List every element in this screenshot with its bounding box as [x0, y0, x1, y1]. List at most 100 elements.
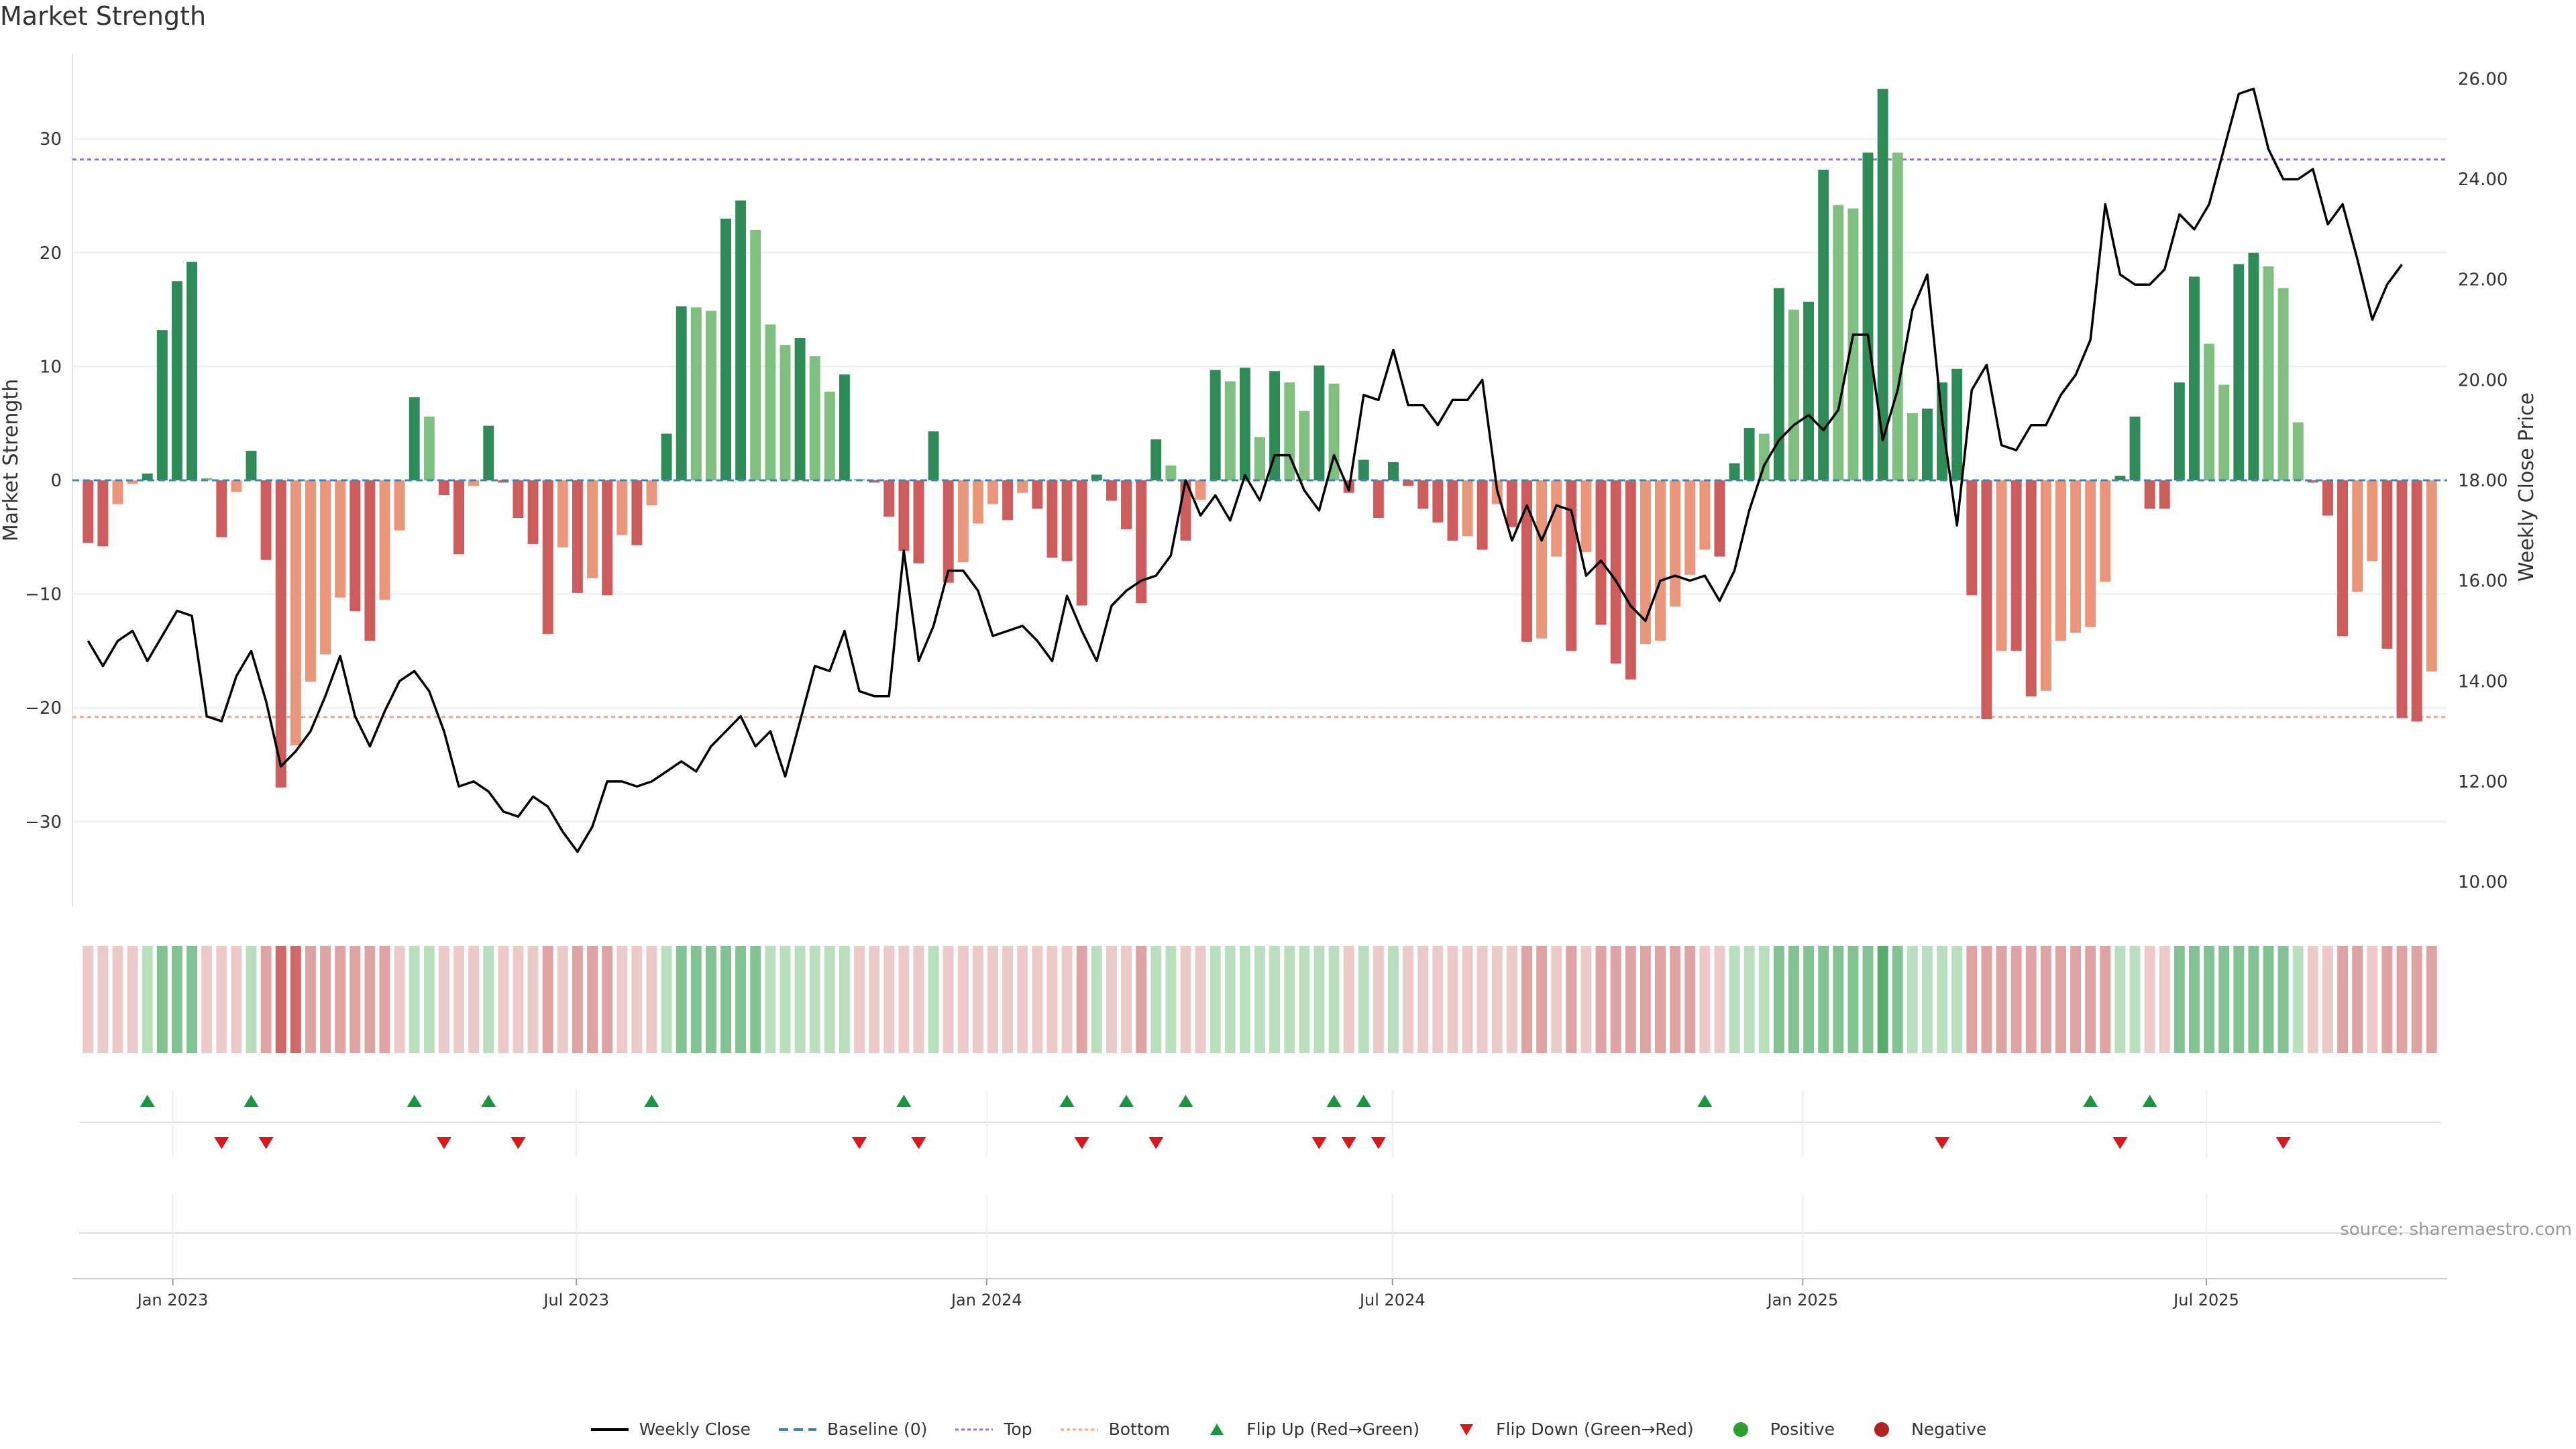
legend-swatch-dashed-line-icon — [779, 1428, 817, 1431]
strength-bar — [260, 480, 272, 560]
strength-bar — [453, 480, 464, 555]
state-band-cell — [854, 946, 865, 1053]
x-tick-label: Jul 2025 — [2172, 1291, 2239, 1309]
state-band-cell — [1684, 946, 1696, 1053]
state-band-cell — [2055, 946, 2066, 1053]
state-band-cell — [320, 946, 331, 1053]
strength-bar — [216, 480, 227, 537]
y2-axis-label: Weekly Close Price — [2515, 392, 2538, 582]
strength-bar — [1758, 433, 1770, 480]
strength-bar — [156, 330, 168, 480]
state-band-cell — [1477, 946, 1488, 1053]
strength-bar — [898, 480, 910, 551]
state-band-cell — [1358, 946, 1369, 1053]
state-band-cell — [1447, 946, 1458, 1053]
y-tick-label: −20 — [25, 698, 62, 718]
state-band-cell — [631, 946, 643, 1053]
strength-bar — [1239, 368, 1250, 480]
y-tick-label: −30 — [25, 812, 62, 833]
legend-swatch-triangle-up-icon — [1210, 1423, 1224, 1435]
state-band-cell — [690, 946, 702, 1053]
state-band-cell — [2337, 946, 2349, 1053]
x-tick-label: Jan 2025 — [1766, 1291, 1839, 1309]
strength-bar — [231, 480, 242, 492]
state-band-cell — [1877, 946, 1888, 1053]
strength-bar — [765, 324, 776, 480]
state-band-cell — [260, 946, 272, 1053]
strength-bar — [1907, 413, 1918, 480]
strength-bar — [2337, 480, 2349, 637]
strength-bar — [1937, 382, 1948, 480]
strength-bar — [1714, 480, 1725, 557]
state-band-cell — [468, 946, 480, 1053]
state-band-cell — [2085, 946, 2096, 1053]
flip-up-marker — [2083, 1095, 2098, 1107]
state-band-cell — [1210, 946, 1221, 1053]
legend-item: Bottom — [1059, 1419, 1170, 1439]
state-band-cell — [305, 946, 316, 1053]
state-band-cell — [883, 946, 895, 1053]
strength-bar — [1803, 301, 1815, 480]
state-band-cell — [1076, 946, 1087, 1053]
y2-tick-label: 26.00 — [2458, 69, 2508, 89]
legend-swatch-circle-icon — [1874, 1421, 1890, 1437]
strength-bar — [735, 200, 747, 480]
state-band-cell — [913, 946, 924, 1053]
strength-bar — [423, 417, 435, 480]
state-band-cell — [1136, 946, 1147, 1053]
strength-bar — [290, 480, 301, 746]
strength-bar — [1002, 480, 1014, 521]
strength-bar — [1417, 480, 1429, 509]
state-band-cell — [335, 946, 346, 1053]
strength-bar — [275, 480, 286, 788]
y2-tick-label: 20.00 — [2458, 370, 2508, 390]
strength-bar — [2426, 480, 2437, 672]
strength-bar — [1833, 205, 1844, 480]
flip-up-marker — [1119, 1095, 1134, 1107]
strength-bar — [1046, 480, 1058, 558]
strength-bar — [379, 480, 390, 600]
chart-title: Market Strength — [0, 1, 207, 31]
strength-bar — [171, 281, 182, 480]
state-band-cell — [2381, 946, 2393, 1053]
state-band-cell — [2322, 946, 2333, 1053]
strength-bar — [246, 450, 257, 480]
state-band-cell — [602, 946, 613, 1053]
strength-bar — [1032, 480, 1043, 509]
state-band-cell — [1002, 946, 1014, 1053]
state-band-cell — [646, 946, 657, 1053]
strength-bar — [1625, 480, 1636, 680]
y-tick-label: 30 — [40, 129, 62, 150]
state-band-cell — [987, 946, 998, 1053]
strength-bar — [705, 311, 716, 480]
state-band-cell — [1388, 946, 1399, 1053]
legend-swatch-triangle-down-icon — [1460, 1424, 1474, 1436]
strength-bar — [2322, 480, 2333, 516]
state-band-cell — [1536, 946, 1548, 1053]
state-band-cell — [1788, 946, 1799, 1053]
state-band-cell — [1640, 946, 1651, 1053]
state-band-cell — [1610, 946, 1621, 1053]
strength-bar — [1551, 480, 1562, 557]
state-band-cell — [2367, 946, 2378, 1053]
strength-bar — [1328, 383, 1340, 480]
strength-bar — [2292, 422, 2304, 480]
state-band-cell — [364, 946, 376, 1053]
state-band-cell — [2426, 946, 2437, 1053]
strength-bar — [1951, 368, 1963, 480]
strength-bar — [83, 480, 94, 543]
strength-bar — [483, 425, 494, 480]
state-band-cell — [2070, 946, 2082, 1053]
strength-bar — [1299, 411, 1310, 480]
strength-bar — [2025, 480, 2037, 697]
state-band-cell — [2144, 946, 2155, 1053]
flip-up-marker — [2142, 1095, 2157, 1107]
state-band-cell — [720, 946, 731, 1053]
state-band-cell — [1862, 946, 1874, 1053]
strength-bar — [1729, 463, 1740, 480]
strength-bar — [1655, 480, 1666, 641]
strength-bar — [2307, 480, 2318, 483]
strength-bar — [972, 480, 983, 524]
strength-bar — [2010, 480, 2022, 651]
state-band-cell — [1343, 946, 1354, 1053]
